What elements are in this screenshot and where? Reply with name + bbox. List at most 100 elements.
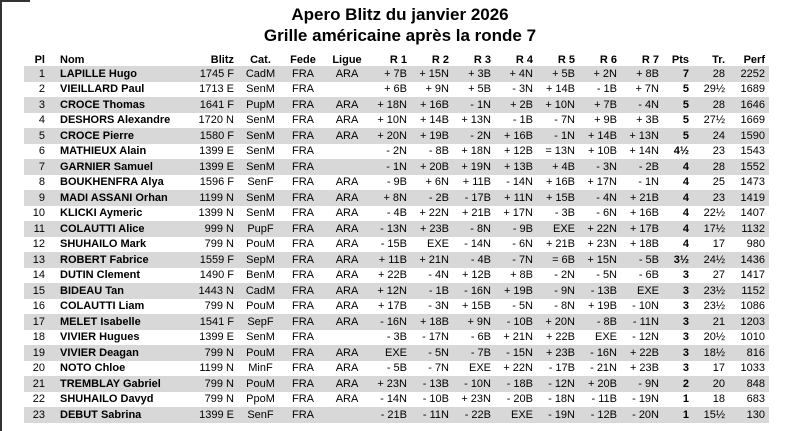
cell-tr: 22½ xyxy=(703,207,725,220)
cell-pts: 3½ xyxy=(665,252,691,268)
cell-r1: + 20N xyxy=(371,128,413,144)
cell-r7: + 7N xyxy=(635,83,659,96)
cell-r3: - 4B xyxy=(455,252,497,268)
column-header-perf: Perf xyxy=(743,54,765,66)
cell-r2: + 19B xyxy=(413,128,455,144)
cell-pts: 3 xyxy=(665,345,691,361)
cell-pl: 17 xyxy=(24,314,52,330)
cell-r6: + 20B xyxy=(581,376,623,392)
cell-r1: + 10N xyxy=(377,114,407,127)
cell-r6: + 19B xyxy=(587,300,617,313)
cell-r7: + 14N xyxy=(629,145,659,158)
cell-pl: 18 xyxy=(32,331,45,344)
column-header-r1: R 1 xyxy=(389,54,407,66)
cell-r6: - 16N xyxy=(581,345,623,361)
table-row: 23 DEBUT Sabrina 1399 E SenF FRA - 21B - 11N - … xyxy=(24,407,769,423)
cell-ligue: ARA xyxy=(335,362,359,375)
cell-ligue xyxy=(323,407,371,423)
cell-tr: 17½ xyxy=(691,221,727,237)
cell-blitz: 1443 N xyxy=(182,283,238,299)
cell-r7: - 20N xyxy=(623,407,665,423)
cell-r3: - 7B xyxy=(455,345,497,361)
cell-pl: 22 xyxy=(32,393,45,406)
cell-fede: FRA xyxy=(292,238,314,251)
cell-cat: SenM xyxy=(246,83,275,96)
cell-r2: + 9N xyxy=(425,83,449,96)
cell-r3: - 6B xyxy=(470,331,491,344)
table-header: Pl Nom Blitz Cat. Fede Ligue R 1 R 2 R 3 R 4 R 5 R … xyxy=(24,51,769,66)
cell-pl: 1 xyxy=(24,66,52,82)
cell-r2: + 16B xyxy=(413,97,455,113)
column-header-r6: R 6 xyxy=(599,54,617,66)
cell-r6: - 6N xyxy=(596,207,617,220)
cell-pl: 4 xyxy=(38,114,45,127)
cell-r2: - 10B xyxy=(422,393,449,406)
table-row: 22 SHUHAILO Davyd 799 N PpoM FRA ARA - 14N - 10… xyxy=(24,392,769,408)
cell-cat: CadM xyxy=(238,283,283,299)
cell-pl: 21 xyxy=(24,376,52,392)
cell-perf: 1086 xyxy=(740,300,765,313)
cell-ligue xyxy=(323,159,371,175)
cell-r2: + 15N xyxy=(413,66,455,82)
cell-r6: + 15N xyxy=(581,252,623,268)
cell-r1: + 23N xyxy=(371,376,413,392)
cell-r4: - 18B xyxy=(497,376,539,392)
cell-ligue: ARA xyxy=(323,345,371,361)
cell-blitz: 1720 N xyxy=(198,114,234,127)
cell-r1: - 15B xyxy=(380,238,407,251)
cell-fede: FRA xyxy=(283,190,323,206)
cell-fede: FRA xyxy=(283,345,323,361)
cell-r2: - 13B xyxy=(413,376,455,392)
cell-r4: - 6N xyxy=(512,238,533,251)
cell-pts: 4 xyxy=(665,190,691,206)
cell-cat: PupM xyxy=(238,97,283,113)
cell-pts: 4 xyxy=(665,159,691,175)
cell-r1: - 5B xyxy=(386,362,407,375)
cell-pl: 3 xyxy=(24,97,52,113)
cell-r3: - 1N xyxy=(455,97,497,113)
cell-perf: 1010 xyxy=(740,331,765,344)
cell-fede: FRA xyxy=(292,300,314,313)
cell-blitz: 799 N xyxy=(204,300,234,313)
cell-nom: DEBUT Sabrina xyxy=(52,407,182,423)
cell-pts: 4 xyxy=(665,221,691,237)
cell-perf: 1033 xyxy=(740,362,765,375)
cell-r1: - 4B xyxy=(386,207,407,220)
cell-cat: PpoM xyxy=(246,393,275,406)
cell-blitz: 1541 F xyxy=(182,314,238,330)
cell-blitz: 1399 E xyxy=(199,331,234,344)
cell-blitz: 799 N xyxy=(182,376,238,392)
page-left-edge xyxy=(0,0,2,431)
cell-tr: 18 xyxy=(712,393,725,406)
cell-pts: 3 xyxy=(665,283,691,299)
cell-fede: FRA xyxy=(283,221,323,237)
cell-ligue: ARA xyxy=(323,190,371,206)
cell-fede: FRA xyxy=(292,331,314,344)
cell-pl: 7 xyxy=(24,159,52,175)
column-header-r5: R 5 xyxy=(557,54,575,66)
cell-pl: 15 xyxy=(24,283,52,299)
cell-r3: + 15B xyxy=(461,300,491,313)
cell-r1: - 14N xyxy=(380,393,407,406)
table-row: 20 NOTO Chloe 1199 N MinF FRA ARA - 5B - 7N EXE +… xyxy=(24,361,769,377)
cell-ligue: ARA xyxy=(323,97,371,113)
cell-r4: + 4N xyxy=(497,66,539,82)
cell-blitz: 1713 E xyxy=(199,83,234,96)
cell-pts: 4 xyxy=(682,176,689,189)
table-row: 17 MELET Isabelle 1541 F SepF FRA ARA - 16N + 1… xyxy=(24,314,769,330)
cell-pl: 2 xyxy=(38,83,45,96)
cell-cat: SenF xyxy=(238,407,283,423)
table-row: 1 LAPILLE Hugo 1745 F CadM FRA ARA + 7B + 15N + … xyxy=(24,66,769,82)
cell-tr: 23½ xyxy=(691,283,727,299)
cell-fede: FRA xyxy=(283,252,323,268)
cell-cat: CadM xyxy=(238,66,283,82)
cell-r1: - 16N xyxy=(371,314,413,330)
cell-blitz: 1745 F xyxy=(182,66,238,82)
cell-ligue: ARA xyxy=(323,376,371,392)
cell-tr: 28 xyxy=(691,97,727,113)
cell-r4: - 5N xyxy=(512,300,533,313)
column-header-ligue: Ligue xyxy=(332,54,362,66)
cell-r5: + 15B xyxy=(539,190,581,206)
cell-blitz: 799 N xyxy=(182,345,238,361)
cell-r7: - 19N xyxy=(632,393,659,406)
